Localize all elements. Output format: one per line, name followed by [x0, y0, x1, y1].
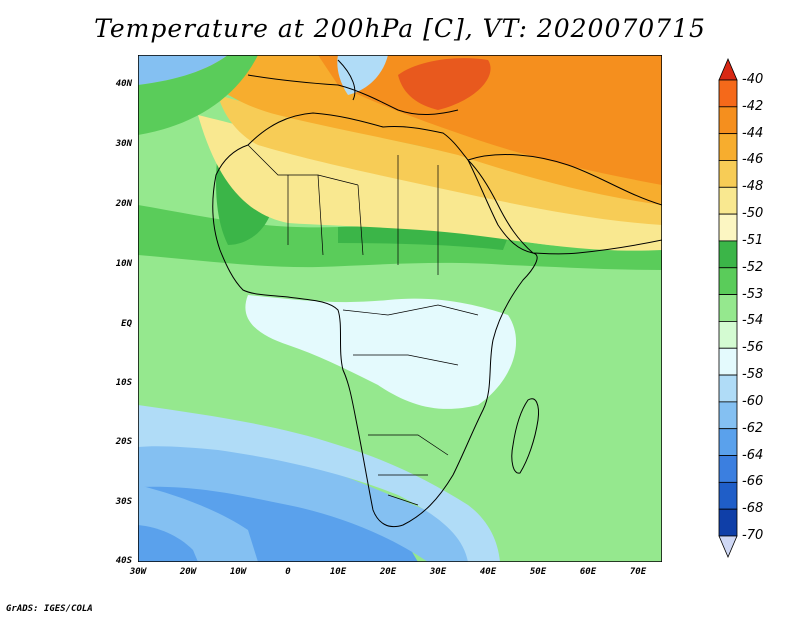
colorbar-segments: [718, 58, 738, 558]
arabia-coastline: [467, 154, 662, 255]
colorbar-label: -53: [742, 286, 764, 302]
lon-tick-label: 20W: [179, 567, 197, 577]
colorbar-segment: [718, 455, 738, 483]
lat-tick-label: 40S: [115, 556, 132, 566]
colorbar-segment: [718, 321, 738, 349]
colorbar-label: -52: [742, 259, 764, 275]
contour-yellow: [218, 95, 662, 225]
colorbar-segment: [718, 374, 738, 403]
contour-south-blue: [138, 435, 468, 562]
contour-far-southwest: [138, 525, 198, 562]
colorbar-label: -42: [742, 98, 764, 114]
colorbar-label: -46: [742, 152, 764, 168]
lon-tick-label: 60E: [579, 567, 597, 577]
lon-tick-label: 50E: [529, 567, 547, 577]
colorbar-segment: [718, 294, 738, 322]
colorbar-label: -54: [742, 313, 764, 329]
colorbar-bottom-arrow: [718, 535, 738, 558]
contour-orange-dark-turkey: [398, 58, 491, 110]
temperature-map: [138, 55, 662, 562]
colorbar-segment: [718, 347, 738, 376]
colorbar-segment: [718, 481, 738, 510]
map-title: Temperature at 200hPa [C], VT: 202007071…: [94, 14, 706, 43]
lat-tick-label: 40N: [115, 79, 132, 89]
grads-credit: GrADS: IGES/COLA: [6, 604, 93, 614]
lon-tick-label: 30W: [129, 567, 147, 577]
colorbar-label: -66: [742, 474, 764, 490]
colorbar: [718, 58, 738, 558]
lat-tick-label: 20N: [115, 199, 132, 209]
lon-tick-label: 0: [285, 567, 291, 577]
lon-tick-label: 10W: [229, 567, 247, 577]
colorbar-top-arrow: [718, 58, 738, 81]
colorbar-segment: [718, 401, 738, 430]
colorbar-segment: [718, 160, 738, 188]
lon-tick-label: 20E: [379, 567, 397, 577]
lon-tick-label: 40E: [479, 567, 497, 577]
contour-equatorial-cyan: [245, 295, 517, 409]
colorbar-label: -60: [742, 393, 764, 409]
lat-tick-label: 10N: [115, 259, 132, 269]
lat-tick-label: EQ: [121, 319, 132, 329]
lon-tick-label: 10E: [329, 567, 347, 577]
colorbar-label: -56: [742, 340, 764, 356]
colorbar-label: -62: [742, 420, 764, 436]
contour-south-blue-light: [138, 405, 500, 562]
madagascar-coastline: [511, 398, 539, 474]
colorbar-label: -64: [742, 447, 764, 463]
colorbar-segment: [718, 79, 738, 108]
colorbar-label: -40: [742, 72, 764, 87]
colorbar-segment: [718, 186, 738, 215]
colorbar-segment: [718, 240, 738, 269]
lat-tick-label: 20S: [115, 437, 132, 447]
colorbar-segment: [718, 106, 738, 135]
lat-tick-label: 30N: [115, 139, 132, 149]
colorbar-label: -68: [742, 501, 764, 517]
contour-northwest-blue: [138, 55, 228, 85]
lat-tick-label: 30S: [115, 497, 132, 507]
mediterranean-coast: [247, 59, 459, 115]
lon-tick-label: 70E: [629, 567, 647, 577]
colorbar-segment: [718, 267, 738, 295]
africa-coastline: [212, 112, 538, 528]
contour-northwest-green: [138, 55, 258, 135]
lon-tick-label: 30E: [429, 567, 447, 577]
country-borders: [247, 144, 479, 506]
colorbar-segment: [718, 133, 738, 161]
colorbar-label: -58: [742, 367, 764, 383]
contour-europe-blue: [337, 55, 388, 95]
colorbar-label: -51: [742, 232, 764, 248]
colorbar-segment: [718, 213, 738, 242]
colorbar-label: -70: [742, 528, 764, 543]
lat-tick-label: 10S: [115, 378, 132, 388]
colorbar-segment: [718, 508, 738, 537]
colorbar-label: -44: [742, 125, 764, 141]
colorbar-segment: [718, 428, 738, 456]
colorbar-label: -48: [742, 179, 764, 195]
colorbar-label: -50: [742, 206, 764, 222]
